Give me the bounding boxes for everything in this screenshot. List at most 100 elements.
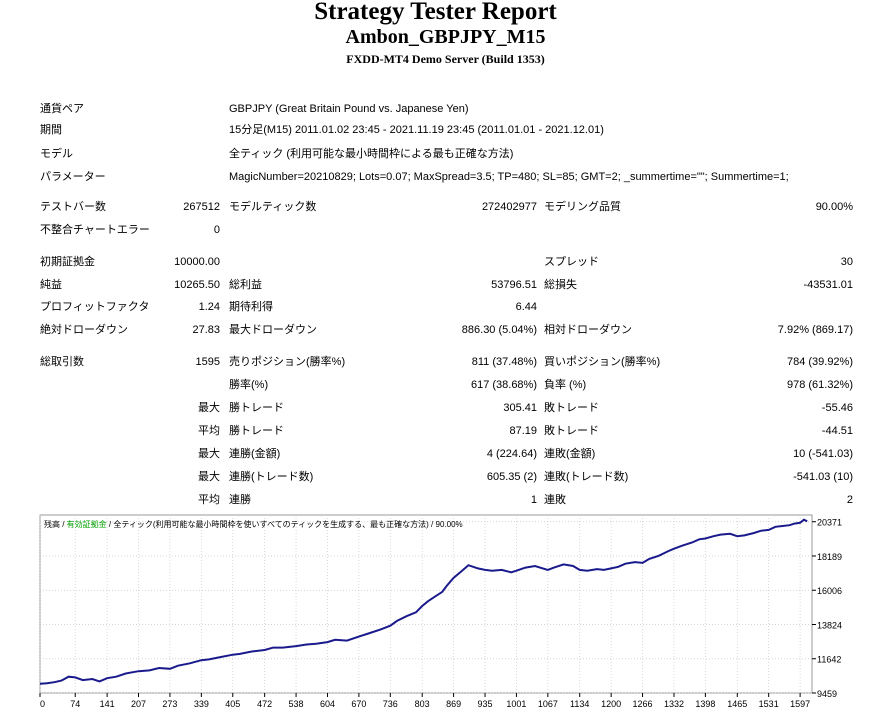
max-consecutive-losses-label: 連敗(金額) [544,448,596,460]
absolute-drawdown-value: 27.83 [192,324,220,336]
expected-payoff-label: 期待利得 [229,301,273,313]
maximal-consecutive-profit-label: 連勝(トレード数) [229,471,314,483]
x-tick-label: 405 [225,699,240,709]
short-positions-value: 811 (37.48%) [471,356,537,368]
server-name: FXDD-MT4 Demo Server (Build 1353) [346,52,545,66]
ticks-label: モデルティック数 [229,201,317,213]
spread-value: 30 [840,256,853,268]
x-tick-label: 207 [131,699,146,709]
gross-loss-value: -43531.01 [803,279,853,291]
x-tick-label: 339 [194,699,209,709]
spread-label: スプレッド [544,256,599,268]
average-consecutive-losses-value: 2 [846,494,853,506]
x-tick-label: 1465 [727,699,747,709]
deposit-value: 10000.00 [174,256,220,268]
average-profit-trade-label: 勝トレード [229,425,284,437]
x-tick-label: 1531 [759,699,779,709]
gross-profit-value: 53796.51 [491,279,537,291]
maximum-label-1: 最大 [198,448,220,460]
report-title: Strategy Tester Report [314,0,557,25]
y-axis-ticks: 9459 11642 13824 16006 18189 20371 [812,518,842,699]
bars-label: テストバー数 [40,201,106,213]
legend-equity: 有効証拠金 [67,519,107,529]
y-tick-label: 20371 [817,518,842,528]
quality-value: 90.00% [815,201,853,213]
x-tick-label: 74 [70,699,80,709]
chart-legend: 残高 / 有効証拠金 / 全ティック(利用可能な最小時間枠を使いすべてのティック… [44,519,463,529]
x-tick-label: 1266 [633,699,653,709]
x-tick-label: 1398 [695,699,715,709]
long-positions-value: 784 (39.92%) [786,356,853,368]
info-value-model: 全ティック (利用可能な最小時間枠による最も正確な方法) [229,148,514,160]
legend-balance: 残高 [44,519,60,529]
x-tick-label: 1200 [601,699,621,709]
largest-loss-trade-label: 敗トレード [544,402,599,414]
max-consecutive-wins-label: 連勝(金額) [229,448,281,460]
x-tick-label: 1134 [570,699,589,709]
x-tick-label: 869 [446,699,461,709]
x-tick-label: 803 [415,699,430,709]
x-tick-label: 1001 [506,699,526,709]
maximal-label-2: 最大 [198,471,220,483]
profit-factor-label: プロフィットファクタ [40,301,150,313]
x-tick-label: 935 [478,699,493,709]
mismatch-value: 0 [213,224,220,236]
balance-line [39,518,808,685]
mismatch-label: 不整合チャートエラー [40,224,150,236]
info-value-parameters: MagicNumber=20210829; Lots=0.07; MaxSpre… [229,171,789,183]
average-loss-trade-label: 敗トレード [544,425,599,437]
absolute-drawdown-label: 絶対ドローダウン [40,324,128,336]
info-label-period: 期間 [40,124,62,136]
legend-model: 全ティック(利用可能な最小時間枠を使いすべてのティックを生成する、最も正確な方法… [113,519,462,529]
gross-profit-label: 総利益 [229,279,262,291]
x-tick-label: 538 [289,699,304,709]
x-tick-label: 604 [320,699,335,709]
maximal-consecutive-loss-value: -541.03 (10) [793,471,853,483]
average-loss-trade-value: -44.51 [821,425,853,437]
relative-drawdown-label: 相対ドローダウン [544,324,632,336]
quality-label: モデリング品質 [544,201,621,213]
average-consecutive-wins-value: 1 [530,494,537,506]
total-trades-value: 1595 [195,356,220,368]
legend-separator-1: / [60,520,67,529]
largest-label: 最大 [198,402,220,414]
max-consecutive-losses-value: 10 (-541.03) [793,448,853,460]
profit-trades-label: 勝率(%) [229,379,269,391]
x-tick-label: 273 [162,699,177,709]
info-label-symbol: 通貨ペア [40,103,84,115]
loss-trades-value: 978 (61.32%) [786,379,853,391]
largest-loss-trade-value: -55.46 [821,402,853,414]
x-tick-label: 1597 [790,699,810,709]
info-label-parameters: パラメーター [40,171,106,183]
x-axis-ticks: 0 74 141 207 273 339 405 472 538 604 670 736 803 869 9… [39,693,810,709]
info-value-period: 15分足(M15) 2011.01.02 23:45 - 2021.11.19 … [229,124,604,136]
report-subtitle: Ambon_GBPJPY_M15 [345,26,546,48]
x-tick-label: 0 [40,699,45,709]
expected-payoff-value: 6.44 [515,301,537,313]
max-consecutive-wins-value: 4 (224.64) [486,448,537,460]
long-positions-label: 買いポジション(勝率%) [544,356,661,368]
largest-profit-trade-label: 勝トレード [229,402,284,414]
average-profit-trade-value: 87.19 [509,425,537,437]
x-tick-label: 1332 [664,699,684,709]
average-label: 平均 [198,425,220,437]
y-tick-label: 16006 [817,586,842,596]
net-profit-value: 10265.50 [174,279,220,291]
x-tick-label: 472 [257,699,272,709]
gross-loss-label: 総損失 [544,279,577,291]
bars-value: 267512 [183,201,220,213]
ticks-value: 272402977 [481,201,537,213]
y-tick-label: 9459 [817,689,837,699]
largest-profit-trade-value: 305.41 [503,402,537,414]
x-tick-label: 141 [100,699,115,709]
x-tick-label: 736 [383,699,398,709]
x-tick-label: 670 [351,699,366,709]
maximal-drawdown-value: 886.30 (5.04%) [461,324,537,336]
short-positions-label: 売りポジション(勝率%) [229,356,346,368]
legend-separator-2: / [107,520,114,529]
net-profit-label: 純益 [40,279,62,291]
loss-trades-label: 負率 (%) [544,379,587,391]
total-trades-label: 総取引数 [40,356,84,368]
maximal-consecutive-loss-label: 連敗(トレード数) [544,471,629,483]
